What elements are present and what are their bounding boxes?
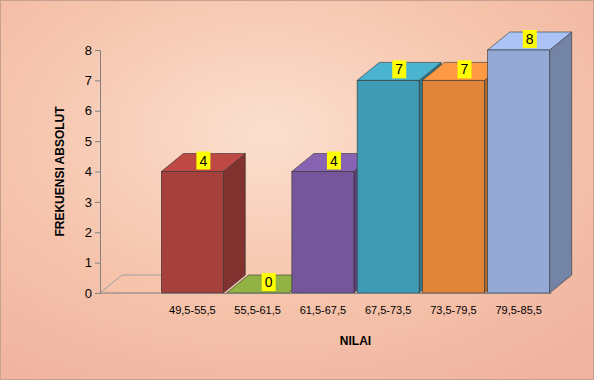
bar [292, 172, 354, 294]
data-label-box [523, 30, 537, 48]
y-tick: 0 [85, 286, 100, 301]
y-tick-mark [95, 202, 100, 203]
x-tick: 73,5-79,5 [430, 293, 476, 316]
bars [161, 32, 571, 293]
data-label-group: 4 [327, 152, 341, 170]
data-label-group: 8 [523, 30, 537, 48]
bar [161, 172, 223, 294]
data-label: 4 [330, 153, 338, 169]
bar [488, 50, 550, 293]
data-label-box [392, 60, 406, 78]
y-tick-mark [95, 50, 100, 51]
y-tick-label: 6 [85, 103, 92, 118]
y-tick-label: 1 [85, 255, 92, 270]
y-tick: 7 [85, 73, 100, 88]
y-tick-mark [95, 141, 100, 142]
bar-side [223, 154, 245, 294]
x-tick: 49,5-55,5 [169, 293, 215, 316]
data-label-group: 7 [392, 60, 406, 78]
x-tick: 55,5-61,5 [234, 293, 280, 316]
x-tick-label: 55,5-61,5 [234, 304, 280, 316]
bar-group [161, 154, 245, 294]
data-label-group: 4 [196, 152, 210, 170]
chart-border [1, 1, 594, 380]
y-tick: 3 [85, 195, 100, 210]
y-axis-title: FREKUENSI ABSOLUT [53, 106, 67, 237]
bar [357, 80, 419, 293]
x-tick-label: 73,5-79,5 [430, 304, 476, 316]
y-tick: 6 [85, 103, 100, 118]
y-tick-label: 7 [85, 73, 92, 88]
data-label: 7 [395, 61, 403, 77]
x-axis-title: NILAI [340, 334, 371, 348]
y-tick: 2 [85, 225, 100, 240]
data-label: 7 [461, 61, 469, 77]
x-tick-label: 79,5-85,5 [495, 304, 541, 316]
data-labels: 4 0 4 7 7 8 [196, 30, 536, 291]
y-tick: 8 [85, 43, 100, 58]
y-tick: 4 [85, 164, 100, 179]
x-tick: 67,5-73,5 [365, 293, 411, 316]
y-tick-label: 0 [85, 286, 92, 301]
y-tick-mark [95, 111, 100, 112]
x-tick-label: 61,5-67,5 [300, 304, 346, 316]
y-tick-label: 2 [85, 225, 92, 240]
background [0, 0, 594, 380]
x-tick-label: 49,5-55,5 [169, 304, 215, 316]
x-tick: 61,5-67,5 [300, 293, 346, 316]
y-tick: 1 [85, 255, 100, 270]
y-tick-mark [95, 232, 100, 233]
x-axis: 49,5-55,5 55,5-61,5 61,5-67,5 67,5-73,5 73,5… [161, 293, 552, 316]
y-tick-label: 4 [85, 164, 92, 179]
x-tick: 79,5-85,5 [495, 293, 541, 316]
data-label-box [196, 152, 210, 170]
data-label-box [262, 273, 276, 291]
chart-container: 0 1 2 3 4 5 6 7 8 49,5-55,5 55,5-61,5 61,5-67,5 67,5… [0, 0, 594, 380]
y-axis-line [95, 51, 101, 294]
y-tick-label: 3 [85, 195, 92, 210]
y-tick-label: 8 [85, 43, 92, 58]
floor-line [100, 293, 160, 294]
y-tick-mark [95, 293, 100, 294]
data-label-box [327, 152, 341, 170]
bar-side [550, 32, 572, 293]
y-tick-label: 5 [85, 134, 92, 149]
data-label: 4 [199, 153, 207, 169]
bar [422, 80, 484, 293]
y-axis: 0 1 2 3 4 5 6 7 8 [85, 43, 101, 301]
y-tick-mark [95, 80, 100, 81]
chart-svg: 0 1 2 3 4 5 6 7 8 49,5-55,5 55,5-61,5 61,5-67,5 67,5… [0, 0, 594, 380]
x-tick-label: 67,5-73,5 [365, 304, 411, 316]
y-tick-mark [95, 263, 100, 264]
y-tick-mark [95, 172, 100, 173]
data-label-group: 7 [458, 60, 472, 78]
x-axis-line [161, 293, 552, 294]
y-tick: 5 [85, 134, 100, 149]
bar-group [488, 32, 572, 293]
background-veil [0, 0, 594, 380]
data-label-group: 0 [262, 273, 276, 291]
data-label: 0 [265, 274, 273, 290]
data-label-box [458, 60, 472, 78]
data-label: 8 [526, 31, 534, 47]
